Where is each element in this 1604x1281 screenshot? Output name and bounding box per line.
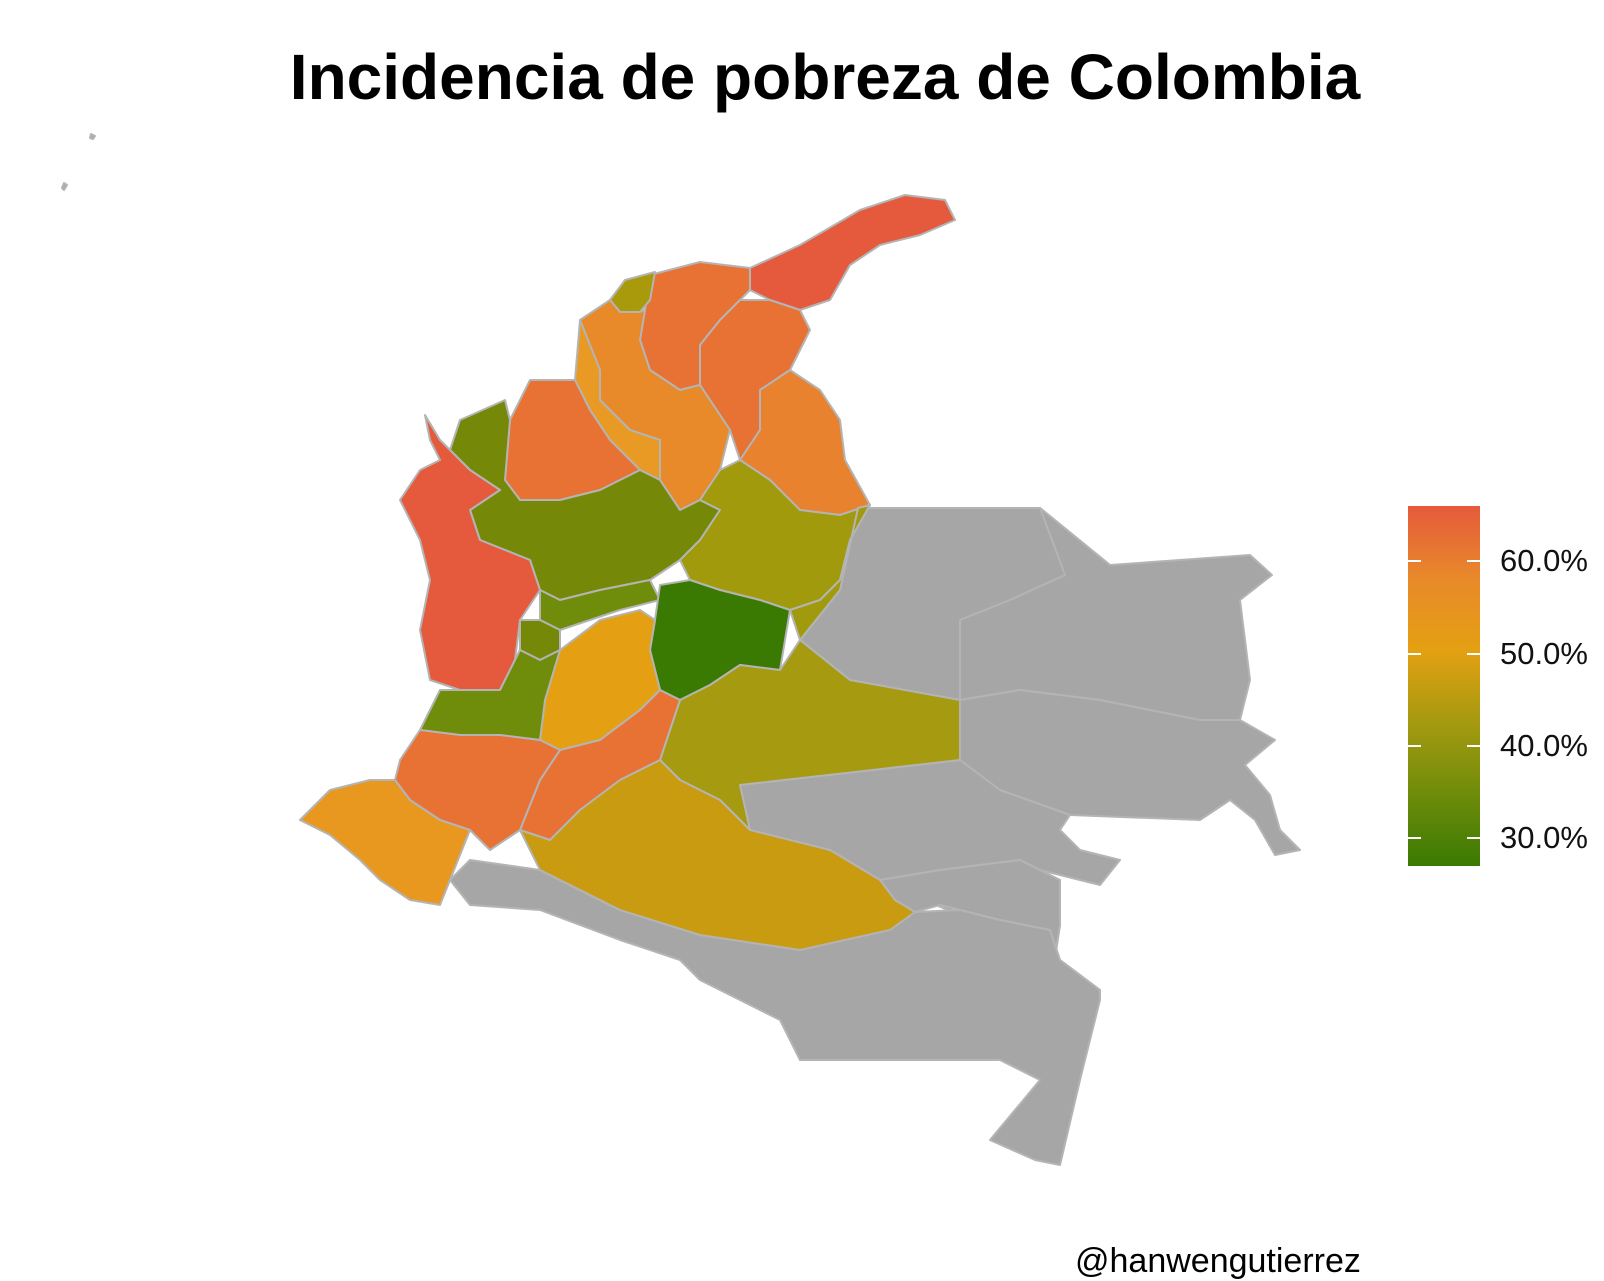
region-narino [299,779,471,906]
legend-tick-label: 50.0% [1500,635,1588,671]
region-casanare [789,504,871,641]
region-la-guajira [749,194,956,311]
map-title: Incidencia de pobreza de Colombia [289,41,1361,113]
region-caqueta [519,759,916,951]
legend-tick-label: 60.0% [1500,543,1588,579]
region-san-andres [89,133,96,140]
legend-tick-label: 30.0% [1500,820,1588,856]
region-providencia [61,182,68,191]
credit-text: @hanwengutierrez [1075,1242,1361,1280]
legend-colorbar [1408,506,1480,866]
legend-tick-label: 40.0% [1500,728,1588,763]
